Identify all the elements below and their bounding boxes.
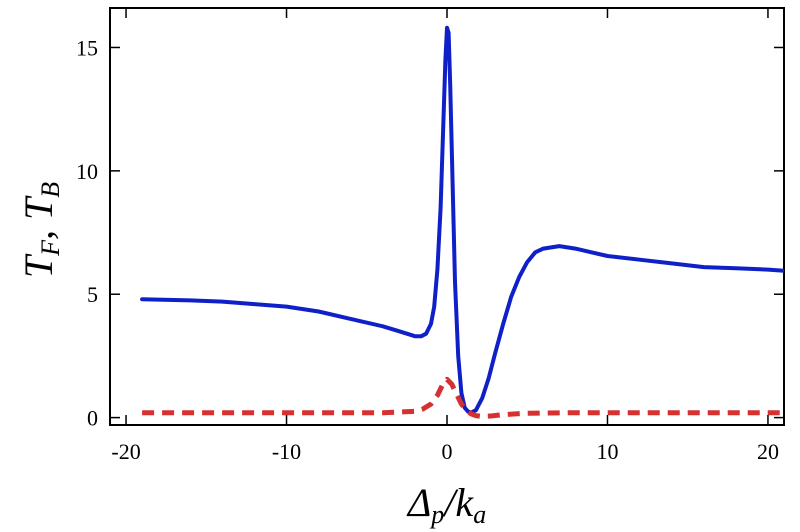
x-tick-label: 10 xyxy=(596,439,618,464)
x-tick-label: -10 xyxy=(272,439,301,464)
x-axis-label: Δp/ka xyxy=(406,480,486,529)
tick-layer: -20 -10 0 10 20 0 5 10 15 xyxy=(76,8,784,464)
x-tick-label: 0 xyxy=(442,439,453,464)
label-layer: Δp/ka TF, TB xyxy=(16,182,486,530)
x-tick-label: -20 xyxy=(111,439,140,464)
y-tick-label: 0 xyxy=(87,406,98,431)
y-axis-label: TF, TB xyxy=(16,182,65,278)
series-line-dashed xyxy=(142,376,784,419)
series-layer xyxy=(140,25,784,419)
x-tick-label: 20 xyxy=(757,439,779,464)
series-line-solid xyxy=(140,25,784,415)
y-tick-label: 15 xyxy=(76,35,98,60)
y-tick-label: 10 xyxy=(76,159,98,184)
y-tick-label: 5 xyxy=(87,282,98,307)
